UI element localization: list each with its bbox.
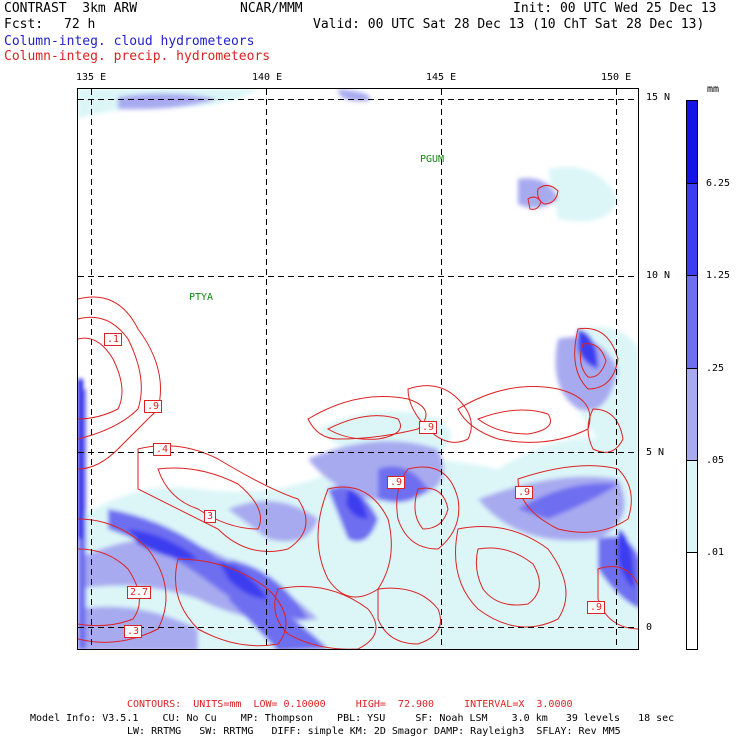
field-cloud-label: Column-integ. cloud hydrometeors bbox=[4, 34, 255, 49]
forecast-hour: 72 h bbox=[64, 17, 96, 32]
lon-label: 140 E bbox=[252, 72, 283, 83]
contour-label: .9 bbox=[419, 421, 438, 434]
colorbar-level: 6.25 bbox=[706, 178, 731, 189]
lat-label: 15 N bbox=[646, 92, 671, 103]
init-time: Init: 00 UTC Wed 25 Dec 13 bbox=[513, 1, 717, 16]
contour-label: .1 bbox=[104, 333, 123, 346]
colorbar-level: 1.25 bbox=[706, 270, 731, 281]
model-info-line1: Model Info: V3.5.1 CU: No Cu MP: Thompso… bbox=[30, 713, 675, 724]
contour-label: .9 bbox=[515, 486, 534, 499]
colorbar-level: .25 bbox=[706, 363, 725, 374]
contour-info: CONTOURS: UNITS=mm LOW= 0.10000 HIGH= 72… bbox=[127, 699, 573, 710]
contour-label: .3 bbox=[124, 625, 143, 638]
map-field-layer bbox=[78, 89, 638, 649]
colorbar-swatch bbox=[686, 552, 698, 650]
station-label-ptya: PTYA bbox=[189, 292, 214, 303]
lat-label: 5 N bbox=[646, 447, 665, 458]
lat-label: 0 bbox=[646, 622, 653, 633]
contour-label: .4 bbox=[153, 443, 172, 456]
forecast-map: PGUM PTYA .1 .9 .4 3 .9 .9 .9 2.7 .3 .9 bbox=[77, 88, 639, 650]
colorbar-level: .01 bbox=[706, 547, 725, 558]
colorbar-swatch bbox=[686, 460, 698, 553]
station-label-pgum: PGUM bbox=[420, 154, 445, 165]
contour-label: 3 bbox=[204, 510, 217, 523]
contour-label: .9 bbox=[387, 476, 406, 489]
colorbar-unit: mm bbox=[707, 84, 720, 95]
contour-label: 2.7 bbox=[127, 586, 152, 599]
valid-time: Valid: 00 UTC Sat 28 Dec 13 (10 ChT Sat … bbox=[313, 17, 705, 32]
contour-label: .9 bbox=[144, 400, 163, 413]
colorbar-level: .05 bbox=[706, 455, 725, 466]
plot-title: CONTRAST 3km ARW bbox=[4, 1, 138, 16]
colorbar-swatch bbox=[686, 183, 698, 276]
colorbar-swatch bbox=[686, 100, 698, 184]
cloud-shading bbox=[78, 89, 638, 649]
lat-lon-grid bbox=[78, 89, 638, 649]
field-precip-label: Column-integ. precip. hydrometeors bbox=[4, 49, 271, 64]
lon-label: 150 E bbox=[601, 72, 632, 83]
contour-label: .9 bbox=[587, 601, 606, 614]
model-info-line2: LW: RRTMG SW: RRTMG DIFF: simple KM: 2D … bbox=[127, 726, 621, 737]
organization: NCAR/MMM bbox=[240, 1, 303, 16]
colorbar-swatch bbox=[686, 368, 698, 461]
lat-label: 10 N bbox=[646, 270, 671, 281]
lon-label: 145 E bbox=[426, 72, 457, 83]
forecast-label: Fcst: bbox=[4, 17, 44, 32]
colorbar-swatch bbox=[686, 275, 698, 369]
lon-label: 135 E bbox=[76, 72, 107, 83]
